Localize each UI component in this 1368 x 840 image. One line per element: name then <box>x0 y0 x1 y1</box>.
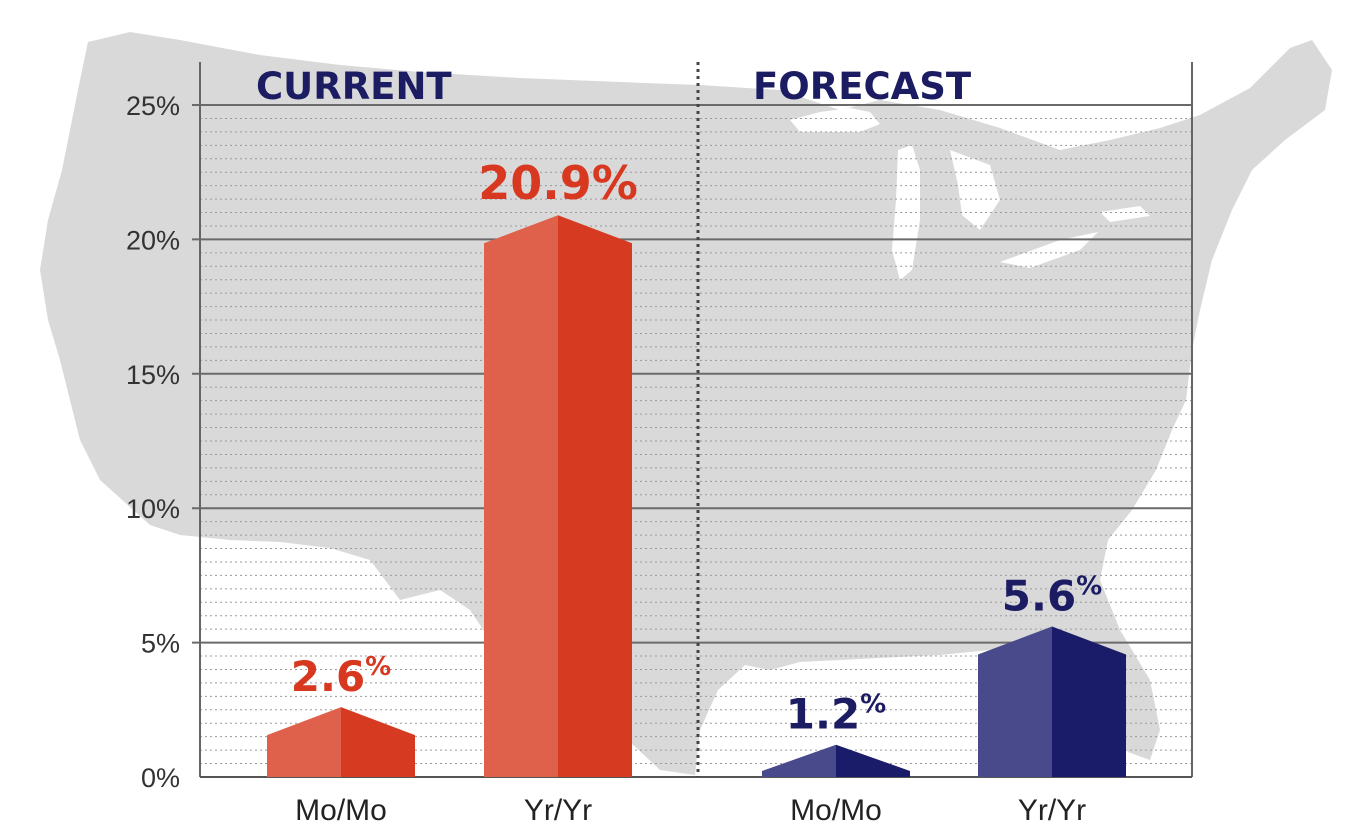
bars: 2.6% Mo/Mo 20.9% Yr/Yr 1.2% Mo/Mo 5.6% Yr/Yr <box>267 156 1126 827</box>
bar-value-label: 5.6% <box>1002 571 1102 620</box>
bar-right-face <box>558 215 632 777</box>
bar-right-face <box>341 707 415 777</box>
x-category-label: Mo/Mo <box>295 794 387 827</box>
y-tick-label: 25% <box>126 91 180 121</box>
section-label-current: CURRENT <box>256 65 452 108</box>
section-label-forecast: FORECAST <box>753 65 972 108</box>
y-tick-label: 0% <box>141 763 180 793</box>
us-map-background <box>40 32 1332 775</box>
bar: 2.6% Mo/Mo <box>267 652 415 827</box>
lake-superior <box>790 108 880 132</box>
lake-erie <box>1000 232 1098 268</box>
bar: 5.6% Yr/Yr <box>978 571 1126 827</box>
x-category-label: Yr/Yr <box>524 794 592 827</box>
bar-value-label: 2.6% <box>291 652 391 701</box>
lake-huron <box>950 150 1000 230</box>
y-tick-label: 20% <box>126 225 180 255</box>
lake-ontario <box>1100 206 1150 222</box>
y-axis-ticks: 0% 5% 10% 15% 20% 25% <box>126 91 180 793</box>
bar-left-face <box>484 215 558 777</box>
bar-left-face <box>762 744 836 777</box>
bar-right-face <box>1052 626 1126 777</box>
bar-value-label: 1.2% <box>786 690 886 739</box>
x-category-label: Yr/Yr <box>1018 794 1086 827</box>
bar-right-face <box>836 744 910 777</box>
bar-left-face <box>267 707 341 777</box>
bar-left-face <box>978 626 1052 777</box>
bar: 20.9% Yr/Yr <box>478 156 638 827</box>
y-tick-label: 15% <box>126 360 180 390</box>
bar-value-label: 20.9% <box>478 156 638 210</box>
y-tick-label: 5% <box>141 629 180 659</box>
bar: 1.2% Mo/Mo <box>762 690 910 827</box>
x-category-label: Mo/Mo <box>790 794 882 827</box>
y-tick-label: 10% <box>126 494 180 524</box>
